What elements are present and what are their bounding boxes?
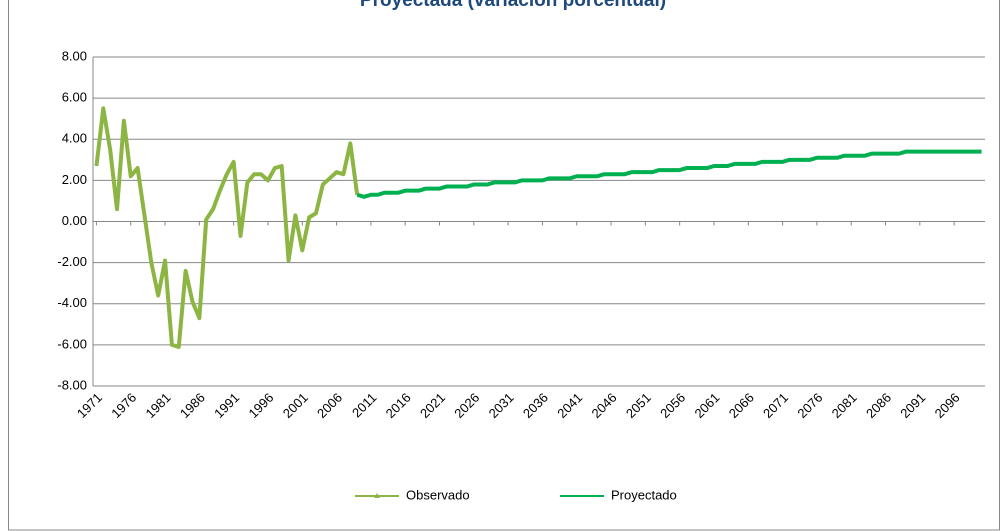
legend-label: Proyectado xyxy=(611,487,677,502)
y-tick-label: 0.00 xyxy=(62,213,87,228)
series-line xyxy=(356,149,982,199)
y-tick-label: -6.00 xyxy=(57,336,87,351)
y-tick-label: 4.00 xyxy=(62,131,87,146)
legend-marker xyxy=(374,493,380,498)
y-tick-label: 2.00 xyxy=(62,172,87,187)
chart-title: Proyectada (variación porcentual) xyxy=(360,0,666,11)
y-tick-label: 8.00 xyxy=(62,48,87,63)
y-tick-label: -2.00 xyxy=(57,254,87,269)
y-tick-label: 6.00 xyxy=(62,90,87,105)
y-tick-label: -8.00 xyxy=(57,377,87,392)
legend-label: Observado xyxy=(406,487,470,502)
series-line xyxy=(94,106,360,349)
y-tick-label: -4.00 xyxy=(57,295,87,310)
chart-frame xyxy=(8,0,1000,531)
